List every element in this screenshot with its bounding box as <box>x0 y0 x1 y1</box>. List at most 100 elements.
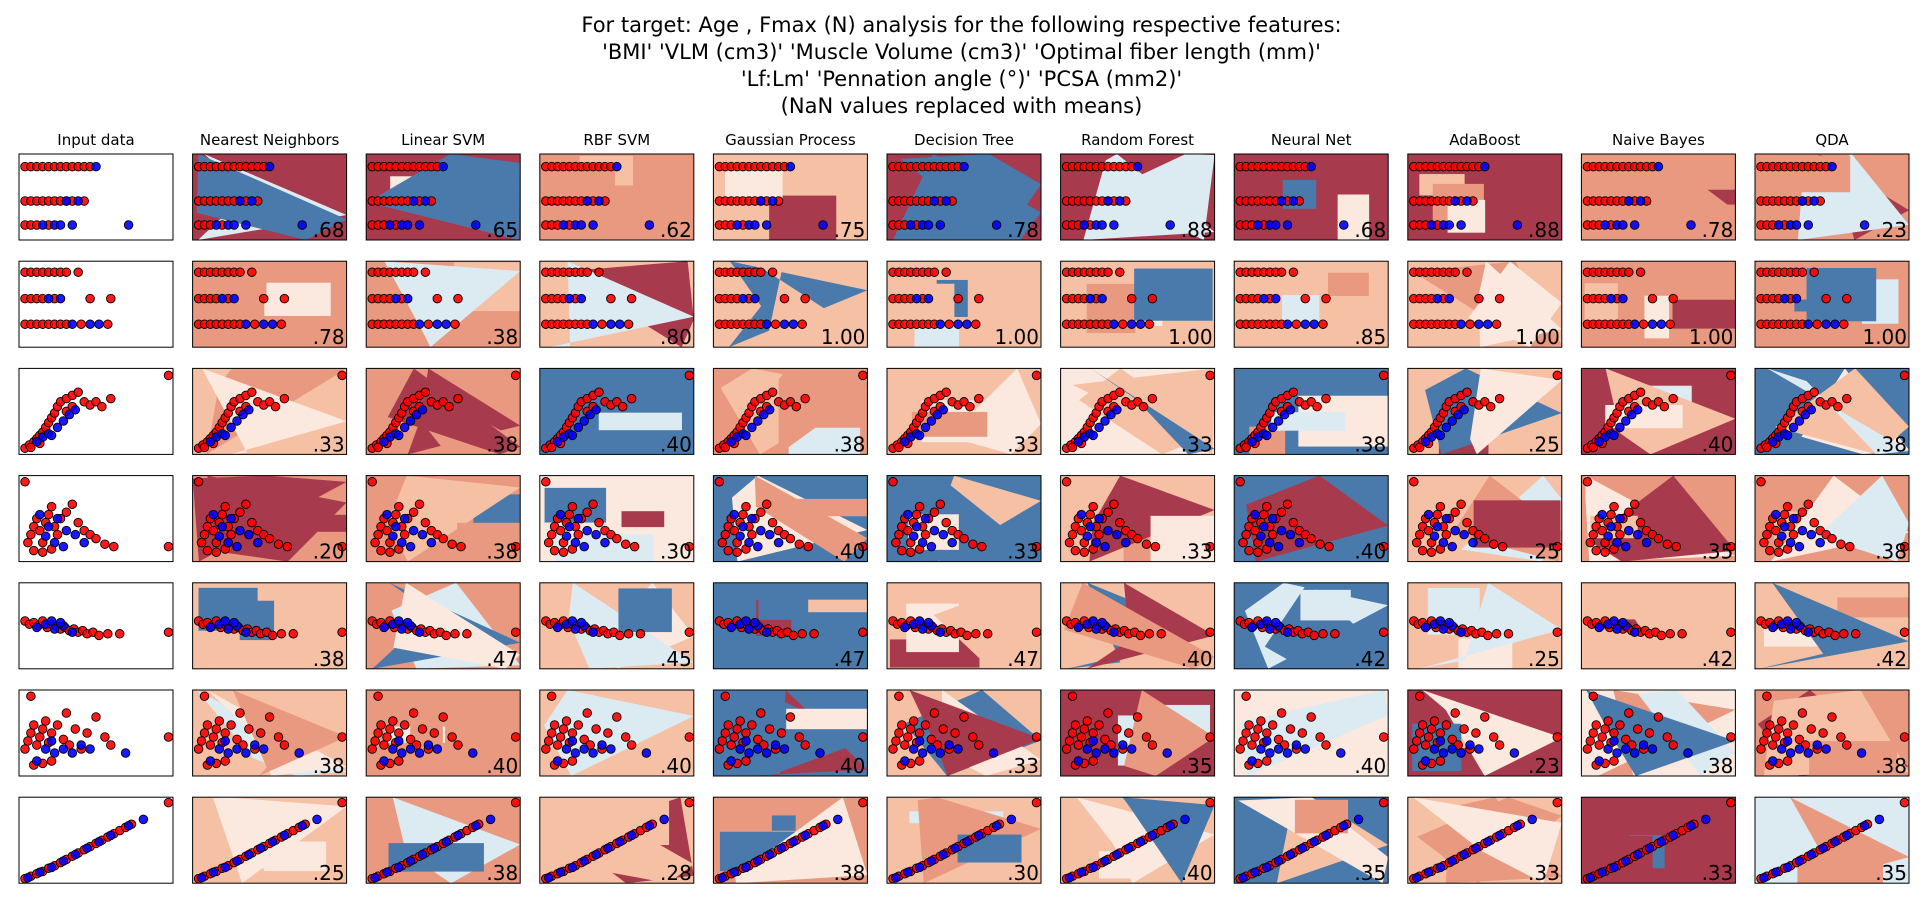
data-point-red <box>1306 712 1316 722</box>
data-point-blue <box>891 873 901 883</box>
data-point-red <box>408 507 419 517</box>
data-point-red <box>1726 627 1736 637</box>
data-point-blue <box>220 862 230 873</box>
data-point-red <box>567 728 578 738</box>
data-point-red <box>1267 720 1278 730</box>
data-point-red <box>968 539 978 549</box>
title-line: 'BMI' 'VLM (cm3)' 'Muscle Volume (cm3)' … <box>602 40 1321 64</box>
data-point-blue <box>76 740 86 750</box>
data-point-blue <box>1635 196 1646 206</box>
panel-frame <box>18 689 174 777</box>
data-point-blue <box>1339 821 1349 831</box>
decision-region <box>1150 515 1215 562</box>
data-point-red <box>1850 629 1861 639</box>
data-point-red <box>1488 732 1499 742</box>
data-point-blue <box>588 748 598 758</box>
data-point-blue <box>1701 814 1711 825</box>
data-point-red <box>543 736 554 746</box>
data-point-blue <box>582 525 592 536</box>
data-point-red <box>264 712 275 722</box>
data-point-red <box>971 629 981 639</box>
classifier-panel: .47 <box>886 582 1042 671</box>
data-point-blue <box>1282 319 1293 329</box>
data-point-blue <box>55 617 66 628</box>
data-point-red <box>1773 724 1784 734</box>
data-point-blue <box>1270 220 1281 230</box>
score-label: .33 <box>1007 432 1039 456</box>
data-point-red <box>370 736 380 746</box>
data-point-red <box>1480 712 1490 722</box>
data-point-blue <box>1247 437 1257 447</box>
data-point-blue <box>914 736 925 746</box>
data-point-red <box>785 533 796 544</box>
score-label: .78 <box>1007 218 1039 242</box>
score-label: .42 <box>1702 647 1734 671</box>
data-point-red <box>1409 744 1419 754</box>
classifier-panel: .25 <box>192 796 348 885</box>
classifier-panel: .33 <box>886 367 1042 456</box>
data-point-red <box>977 541 987 552</box>
data-point-red <box>1435 501 1446 512</box>
data-point-blue <box>1238 873 1248 883</box>
data-point-red <box>971 319 981 329</box>
panel-frame <box>539 260 695 348</box>
data-point-blue <box>1632 405 1643 415</box>
column-title: RBF SVM <box>583 131 650 149</box>
data-point-red <box>52 720 63 730</box>
data-point-red <box>558 724 569 734</box>
data-point-blue <box>1109 627 1119 637</box>
data-point-blue <box>1782 430 1793 441</box>
data-point-red <box>914 728 925 738</box>
data-point-red <box>276 319 287 329</box>
data-point-red <box>1450 267 1460 277</box>
decision-region <box>1806 268 1877 322</box>
data-point-red <box>462 629 472 639</box>
data-point-blue <box>1429 744 1440 754</box>
data-point-blue <box>1447 744 1457 754</box>
data-point-red <box>1135 630 1146 641</box>
data-point-red <box>220 501 230 512</box>
decision-region <box>202 368 347 455</box>
column-title: Decision Tree <box>914 131 1014 149</box>
data-point-blue <box>241 319 251 329</box>
score-label: .35 <box>1875 861 1907 885</box>
data-point-red <box>1662 732 1673 742</box>
classifier-panel: .25 <box>1407 582 1563 671</box>
column-title: Nearest Neighbors <box>200 131 340 149</box>
data-point-blue <box>1474 319 1484 329</box>
data-point-red <box>208 525 219 536</box>
classifier-panel: .35 <box>1580 475 1736 564</box>
data-point-red <box>394 728 404 738</box>
data-point-red <box>756 708 766 718</box>
data-point-red <box>620 539 631 549</box>
data-point-blue <box>1859 821 1870 831</box>
data-point-red <box>1773 547 1784 557</box>
data-point-blue <box>1432 521 1443 532</box>
score-label: .25 <box>1528 647 1560 671</box>
data-point-red <box>1503 629 1514 639</box>
score-label: .35 <box>1354 861 1386 885</box>
panel-frame <box>18 153 174 241</box>
data-point-blue <box>600 537 610 548</box>
data-point-blue <box>1423 509 1434 520</box>
data-point-blue <box>408 196 419 206</box>
data-point-red <box>67 499 78 509</box>
data-point-red <box>1671 541 1681 552</box>
data-point-blue <box>1432 293 1443 304</box>
data-point-red <box>35 525 45 536</box>
data-point-red <box>858 370 868 381</box>
data-point-blue <box>82 843 92 853</box>
data-point-red <box>1031 732 1041 742</box>
panel-frame <box>365 153 521 241</box>
panel-frame <box>1060 582 1216 670</box>
panel-frame <box>192 475 348 563</box>
data-point-blue <box>579 416 589 426</box>
data-point-red <box>1782 756 1793 766</box>
data-point-blue <box>564 293 575 304</box>
data-point-blue <box>399 513 410 524</box>
data-point-red <box>1647 293 1658 304</box>
panel-frame <box>18 260 174 348</box>
panel-frame <box>1060 260 1216 348</box>
data-point-blue <box>49 748 60 758</box>
data-point-red <box>908 716 919 726</box>
